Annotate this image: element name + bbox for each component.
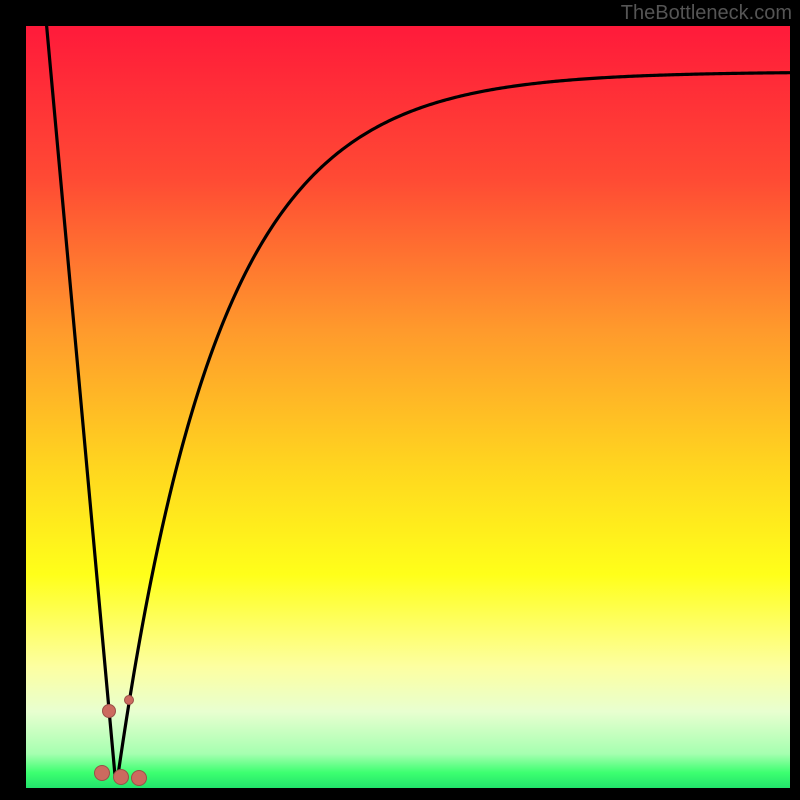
data-point-marker (102, 704, 116, 718)
chart-container: TheBottleneck.com (0, 0, 800, 800)
data-point-marker (94, 765, 110, 781)
watermark-text: TheBottleneck.com (621, 2, 792, 25)
data-point-marker (113, 769, 129, 785)
data-point-marker (131, 770, 147, 786)
plot-area (26, 26, 790, 788)
data-point-marker (124, 695, 134, 705)
bottleneck-curve (26, 26, 790, 788)
